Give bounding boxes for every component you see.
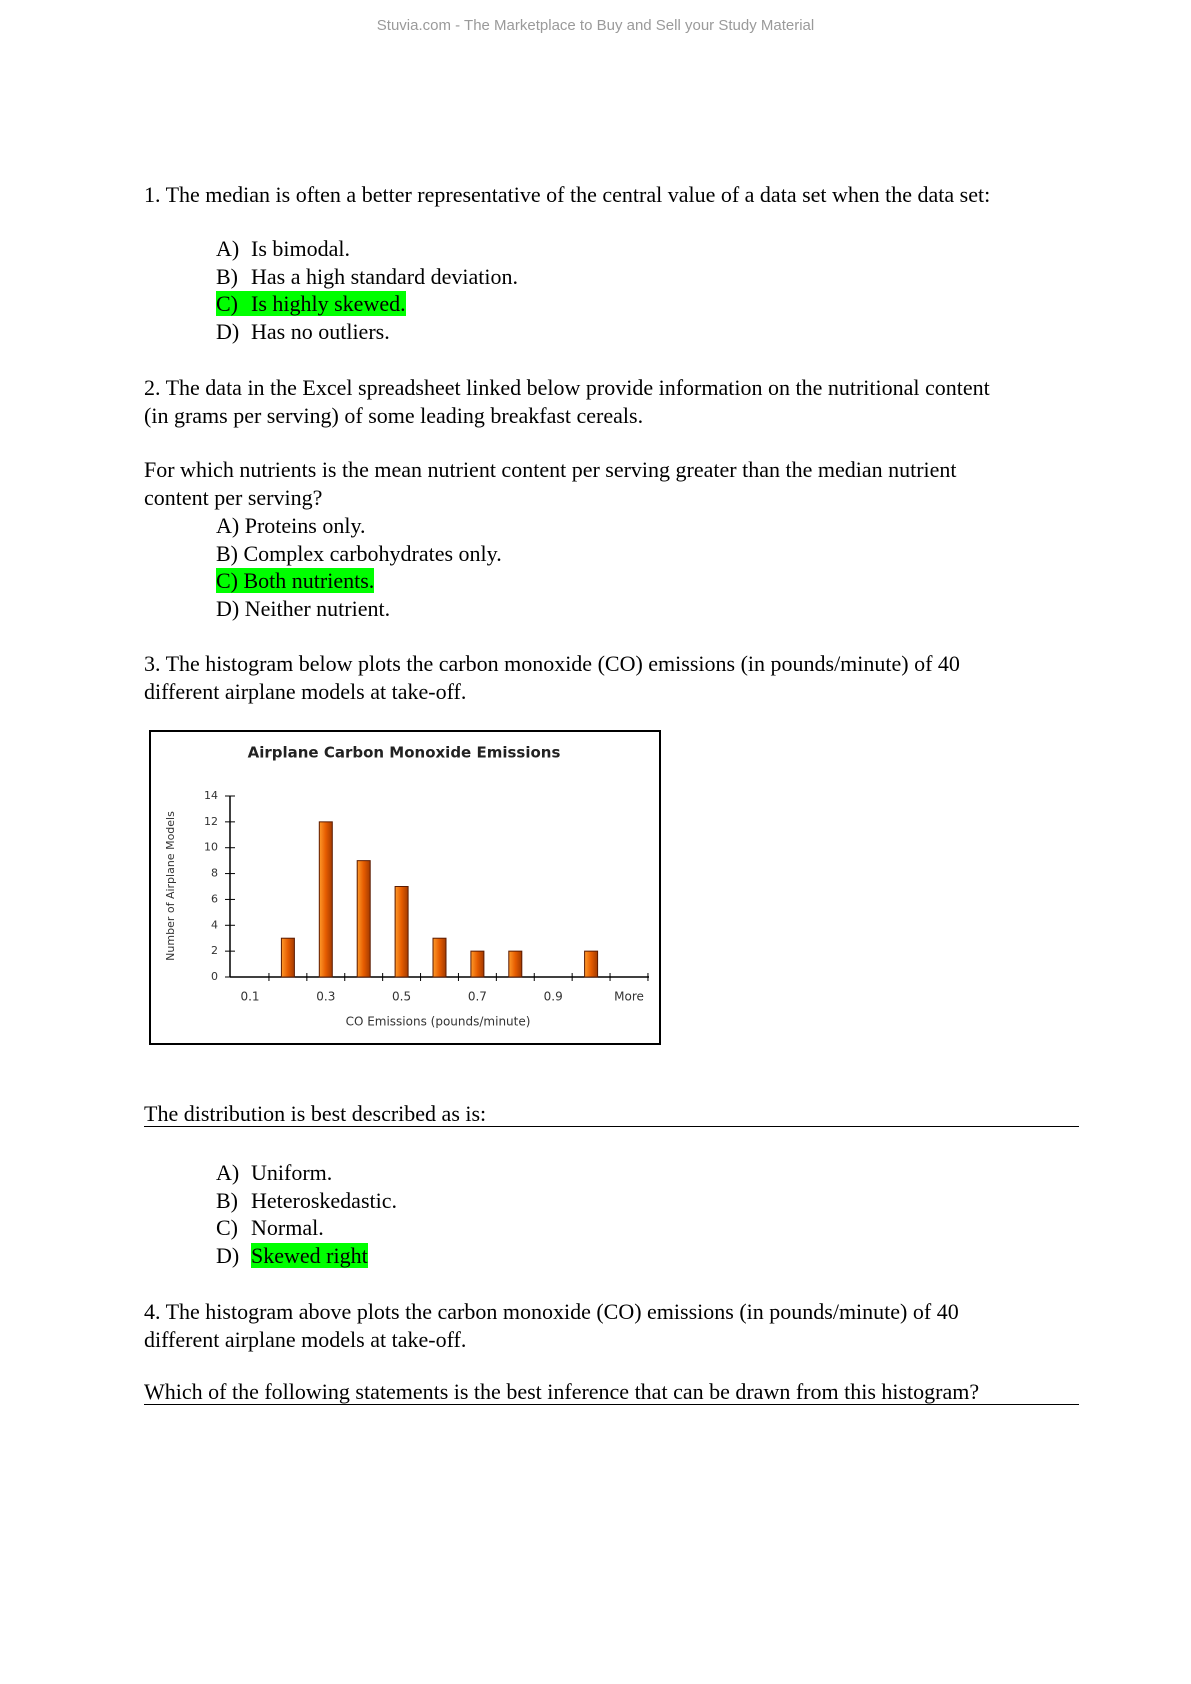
option-text: Both nutrients.	[243, 568, 375, 593]
highlight: C) Both nutrients.	[216, 568, 375, 593]
option: A) Uniform.	[216, 1159, 397, 1187]
underlined-line: The distribution is best described as is…	[144, 1102, 1079, 1127]
y-tick-label: 6	[211, 892, 218, 905]
option-text: Skewed right	[251, 1242, 368, 1268]
option: C) Is highly skewed.	[216, 290, 518, 318]
bar	[470, 950, 485, 978]
options: A) Uniform. B) Heteroskedastic. C) Normal. D) S…	[216, 1159, 397, 1269]
x-tick-label: 0.1	[240, 990, 259, 1004]
text-line: 1. The median is often a better represen…	[144, 182, 991, 207]
option: B) Complex carbohydrates only.	[216, 540, 502, 568]
text-line: For which nutrients is the mean nutrient…	[144, 457, 957, 482]
option-text: Heteroskedastic.	[251, 1187, 397, 1213]
option: D) Skewed right	[216, 1242, 397, 1270]
option: B) Heteroskedastic.	[216, 1187, 397, 1215]
text-line: 4. The histogram above plots the carbon …	[144, 1299, 959, 1324]
option-label: C)	[216, 1215, 238, 1240]
option-text: Neither nutrient.	[244, 595, 391, 621]
text-line: (in grams per serving) of some leading b…	[144, 402, 644, 428]
bar	[508, 950, 523, 978]
question-text: 3. The histogram below plots the carbon …	[144, 650, 960, 705]
question-prompt: Which of the following statements is the…	[144, 1380, 1079, 1405]
underlined-line: Which of the following statements is the…	[144, 1380, 1079, 1405]
y-tick-label: 4	[211, 918, 218, 931]
question-prompt: For which nutrients is the mean nutrient…	[144, 456, 957, 511]
y-tick-label: 12	[204, 815, 218, 828]
text-line: content per serving?	[144, 484, 323, 510]
option-label: D)	[216, 318, 240, 344]
x-tick-label: 0.3	[316, 990, 335, 1004]
bar	[318, 821, 333, 978]
option: D) Has no outliers.	[216, 318, 518, 346]
option-label: B)	[216, 263, 238, 289]
options: A) Is bimodal. B) Has a high standard devia…	[216, 235, 518, 345]
option-label: D)	[216, 595, 240, 621]
option-text: Is bimodal.	[251, 236, 350, 261]
option-label: A)	[216, 1160, 240, 1185]
bar	[394, 886, 409, 978]
option-text: Uniform.	[251, 1160, 333, 1185]
bar	[356, 860, 371, 978]
option: C) Normal.	[216, 1214, 397, 1242]
option-label: B)	[216, 540, 238, 566]
text-line: 2. The data in the Excel spreadsheet lin…	[144, 375, 990, 400]
y-tick-label: 10	[204, 841, 218, 854]
option-label: C)	[216, 291, 238, 316]
option-text: Proteins only.	[244, 513, 366, 538]
text-line: different airplane models at take-off.	[144, 1326, 467, 1352]
option-label: D)	[216, 1242, 240, 1268]
option-text: Has a high standard deviation.	[251, 263, 518, 289]
y-axis-label: Number of Airplane Models	[164, 811, 177, 961]
question-text: 1. The median is often a better represen…	[144, 181, 990, 209]
option: A) Proteins only.	[216, 512, 502, 540]
y-tick-label: 8	[211, 867, 218, 880]
option: A) Is bimodal.	[216, 235, 518, 263]
header: Stuvia.com - The Marketplace to Buy and …	[376, 17, 815, 34]
option-label: A)	[216, 513, 240, 538]
option-text: Has no outliers.	[251, 318, 390, 344]
x-axis-label: CO Emissions (pounds/minute)	[346, 1015, 531, 1029]
options: A) Proteins only. B) Complex carbohydrate…	[216, 512, 502, 622]
option-label: C)	[216, 568, 238, 593]
x-tick-label: 0.9	[544, 990, 563, 1004]
bar	[584, 950, 599, 978]
question-prompt: The distribution is best described as is…	[144, 1102, 1079, 1127]
x-tick-label: 0.5	[392, 990, 411, 1004]
x-tick-label: More	[614, 990, 644, 1004]
option-label: B)	[216, 1187, 238, 1213]
y-tick-label: 14	[204, 789, 218, 802]
bar	[280, 937, 295, 978]
option-label: A)	[216, 236, 240, 261]
question-text: 4. The histogram above plots the carbon …	[144, 1298, 959, 1353]
option-text: Normal.	[251, 1215, 324, 1240]
chart: Airplane Carbon Monoxide Emissions CO Em…	[149, 730, 661, 1045]
option: C) Both nutrients.	[216, 567, 502, 595]
text-line: 3. The histogram below plots the carbon …	[144, 651, 960, 676]
option-text: Is highly skewed.	[251, 291, 406, 316]
question-text: 2. The data in the Excel spreadsheet lin…	[144, 374, 990, 429]
x-tick-label: 0.7	[468, 990, 487, 1004]
option: D) Neither nutrient.	[216, 595, 502, 623]
option: B) Has a high standard deviation.	[216, 263, 518, 291]
y-tick-label: 2	[211, 944, 218, 957]
highlight: C) Is highly skewed.	[216, 291, 406, 316]
y-tick-label: 0	[211, 970, 218, 983]
option-text: Complex carbohydrates only.	[243, 540, 502, 566]
text-line: different airplane models at take-off.	[144, 678, 467, 704]
chart-title: Airplane Carbon Monoxide Emissions	[248, 744, 561, 762]
bar	[432, 937, 447, 978]
